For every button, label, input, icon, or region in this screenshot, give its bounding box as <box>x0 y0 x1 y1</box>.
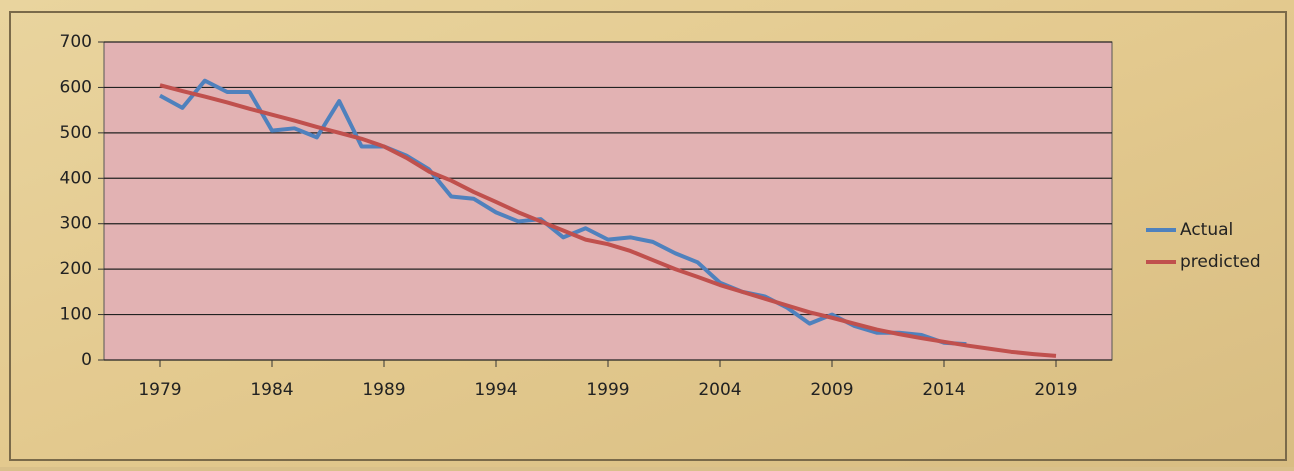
x-tick-label: 1999 <box>586 380 629 400</box>
y-tick-label: 500 <box>60 123 92 143</box>
x-tick-label: 2014 <box>922 380 965 400</box>
x-tick-label: 1994 <box>474 380 517 400</box>
x-tick-label: 2019 <box>1034 380 1077 400</box>
y-tick-label: 0 <box>81 350 92 370</box>
series-line <box>159 78 967 347</box>
y-tick-label: 400 <box>60 168 92 188</box>
series-line <box>159 83 1057 358</box>
x-tick-label: 1989 <box>362 380 405 400</box>
x-tick-label: 2004 <box>698 380 741 400</box>
chart-border <box>9 11 1287 461</box>
x-tick-label: 2009 <box>810 380 853 400</box>
y-tick-label: 700 <box>60 32 92 52</box>
y-tick-label: 600 <box>60 77 92 97</box>
legend-label: predicted <box>1180 252 1261 272</box>
x-tick-label: 1984 <box>250 380 293 400</box>
y-tick-label: 100 <box>60 305 92 325</box>
y-tick-label: 200 <box>60 259 92 279</box>
plot-area <box>103 41 1113 361</box>
x-tick-label: 1979 <box>138 380 181 400</box>
legend-label: Actual <box>1180 220 1233 240</box>
y-tick-label: 300 <box>60 214 92 234</box>
